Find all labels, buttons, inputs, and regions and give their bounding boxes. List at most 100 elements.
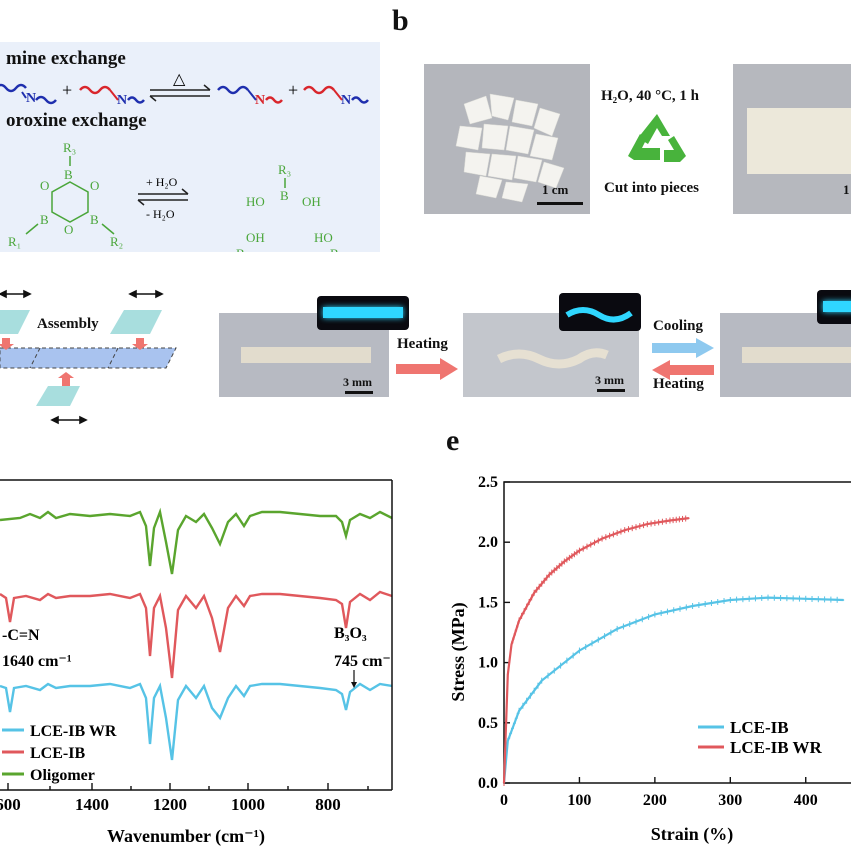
- scale-bar-right-label: 1: [843, 182, 850, 197]
- svg-text:N: N: [26, 91, 36, 106]
- condition-text: H₂O, 40 °C, 1 h: [601, 88, 700, 104]
- series-line-1: [502, 517, 689, 784]
- x-tick-label-0: 0: [500, 792, 508, 809]
- svg-text:B: B: [40, 212, 49, 227]
- ftir-xtick-2: 1200: [153, 795, 187, 814]
- imine-exchange-title: mine exchange: [6, 48, 126, 69]
- series-1-point-10: [646, 523, 649, 525]
- svg-text:N: N: [255, 93, 265, 108]
- x-tick-label-4: 400: [794, 792, 818, 809]
- ftir-legend-lce-ib-wr: LCE-IB WR: [30, 723, 117, 740]
- svg-text:B: B: [64, 167, 73, 182]
- svg-text:B: B: [90, 212, 99, 227]
- stress-strain-chart: 0 100 200 300 400 0.0 0.5 1.0 1.5 2.0 2.5 Strain (…: [448, 474, 851, 845]
- y-tick-label-2: 1.0: [478, 655, 498, 672]
- scale-bar-1cm: 1 cm: [542, 182, 569, 197]
- svg-text:O: O: [64, 222, 73, 237]
- heating-arrow-2: [652, 360, 714, 380]
- assembly-diagram: [0, 289, 177, 425]
- ftir-xtick-0: 600: [0, 795, 21, 814]
- svg-text:+: +: [62, 80, 72, 100]
- svg-text:R₃: R₃: [63, 140, 76, 155]
- svg-text:B: B: [280, 188, 289, 203]
- svg-text:B: B: [236, 246, 245, 252]
- svg-text:- H₂O: - H₂O: [146, 207, 175, 221]
- ftir-xtick-3: 1000: [231, 795, 265, 814]
- heating-label-2: Heating: [653, 376, 704, 392]
- svg-text:OH: OH: [246, 230, 265, 245]
- scale-bar-3mm-1: 3 mm: [343, 375, 372, 389]
- series-0-point-3: [540, 679, 543, 682]
- bent-film-strip: [496, 348, 625, 392]
- legend-label-lce-ib-wr: LCE-IB WR: [730, 738, 823, 757]
- svg-text:R₂: R₂: [110, 234, 123, 249]
- y-tick-label-5: 2.5: [478, 474, 498, 491]
- series-0-point-10: [804, 597, 807, 600]
- boroxine-exchange-diagram: R₃ B O O B B O R₁ R₂ + H₂O - H₂O R₃ B HO…: [8, 140, 339, 252]
- lce-ib-wr-spectrum: [0, 682, 392, 761]
- y-tick-label-0: 0.0: [478, 775, 498, 792]
- glow-strip-flat: [323, 307, 403, 318]
- scale-bar-line-1: [345, 391, 373, 394]
- series-0-point-5: [616, 628, 618, 630]
- series-0-point-7: [691, 605, 694, 607]
- svg-text:R₁: R₁: [8, 234, 21, 249]
- cooling-arrow: [652, 338, 714, 358]
- annotation-cn: -C=N: [2, 627, 40, 644]
- svg-text:+ H₂O: + H₂O: [146, 175, 178, 189]
- cut-into-pieces-text: Cut into pieces: [604, 180, 699, 196]
- boroxine-exchange-title: oroxine exchange: [6, 110, 147, 131]
- panel-label-b: b: [392, 4, 409, 37]
- recovered-film-strip: [742, 347, 851, 363]
- x-tick-label-2: 200: [643, 792, 667, 809]
- reformed-film-strip: [747, 108, 851, 174]
- assembly-label: Assembly: [37, 316, 99, 332]
- ftir-spectrum-plot: 600 1400 1200 1000 800 Wavenumber (cm⁻¹)…: [0, 479, 393, 847]
- series-0-point-11: [842, 599, 845, 601]
- x-tick-label-1: 100: [567, 792, 591, 809]
- film-pieces-image: [455, 93, 583, 205]
- svg-text:N: N: [341, 93, 351, 108]
- series-1-point-7: [578, 549, 581, 552]
- series-0-point-6: [654, 613, 656, 616]
- fluorescence-inset-flat: [317, 296, 409, 330]
- panel-label-e: e: [446, 424, 460, 457]
- chart-y-axis-label: Stress (MPa): [448, 602, 469, 701]
- heating-label-1: Heating: [397, 336, 448, 352]
- ftir-x-axis-label: Wavenumber (cm⁻¹): [107, 826, 265, 847]
- svg-text:△: △: [173, 71, 186, 88]
- series-1-point-5: [548, 573, 551, 576]
- ftir-legend-oligomer: Oligomer: [30, 767, 95, 784]
- recycle-icon: [628, 114, 686, 162]
- svg-text:B: B: [330, 246, 339, 252]
- oligomer-spectrum: [0, 507, 392, 575]
- svg-text:OH: OH: [302, 194, 321, 209]
- heating-arrow-1: [396, 358, 458, 380]
- flat-film-strip: [241, 347, 371, 363]
- series-1-point-4: [533, 591, 535, 594]
- y-tick-label-1: 0.5: [478, 715, 498, 732]
- svg-text:+: +: [288, 80, 298, 100]
- series-0-point-4: [578, 649, 581, 652]
- chart-x-axis-label: Strain (%): [651, 824, 734, 845]
- y-tick-label-3: 1.5: [478, 594, 498, 611]
- glow-strip-recovered: [823, 301, 851, 312]
- x-tick-label-3: 300: [718, 792, 742, 809]
- series-1-point-11: [669, 519, 671, 522]
- svg-text:O: O: [40, 178, 49, 193]
- series-1-point-3: [518, 619, 520, 622]
- legend-label-lce-ib: LCE-IB: [730, 718, 789, 737]
- svg-text:HO: HO: [246, 194, 265, 209]
- series-0-point-8: [729, 599, 732, 601]
- svg-text:R₃: R₃: [278, 162, 291, 177]
- series-1-point-9: [623, 529, 626, 531]
- annotation-cn-wavenumber: 1640 cm⁻¹: [2, 653, 72, 670]
- annotation-b3o3: B₃O₃: [334, 625, 367, 642]
- ftir-xtick-4: 800: [315, 795, 341, 814]
- panel-a-reaction-scheme: mine exchange oroxine exchange N + N △ N…: [0, 42, 380, 252]
- svg-text:N: N: [117, 93, 127, 108]
- photo-reformed-film: 1: [733, 64, 851, 214]
- fluorescence-inset-recovered: [817, 290, 851, 324]
- y-tick-label-4: 2.0: [478, 534, 498, 551]
- photo-recovered-film: [720, 313, 851, 397]
